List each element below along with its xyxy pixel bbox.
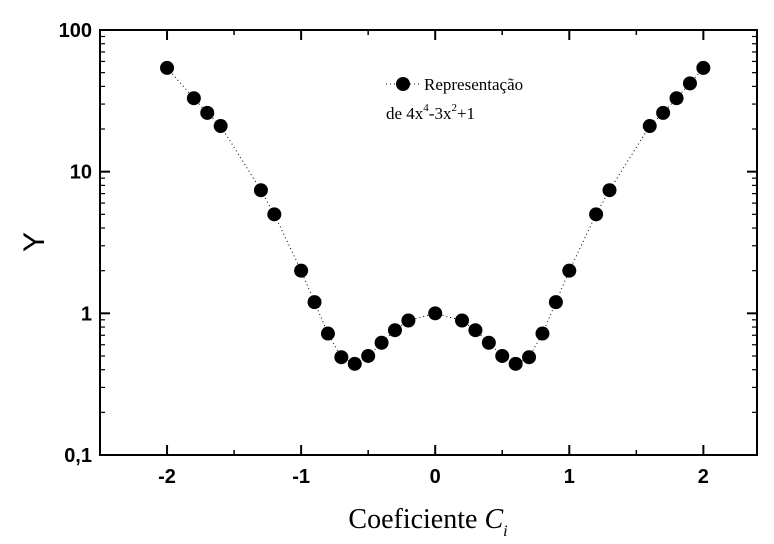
data-point	[455, 313, 470, 328]
data-point	[401, 313, 416, 328]
x-tick-label: 0	[430, 466, 441, 488]
x-axis-title-var: C	[484, 504, 503, 535]
x-axis-title-text: Coeficiente	[348, 504, 484, 535]
data-point	[253, 183, 268, 198]
y-tick-label: 100	[59, 20, 92, 42]
data-point	[481, 335, 496, 350]
data-point	[589, 207, 604, 222]
y-tick-label: 0,1	[64, 445, 92, 467]
data-points	[160, 60, 711, 371]
x-tick-label: -2	[158, 466, 176, 488]
data-point	[508, 356, 523, 371]
data-point	[387, 323, 402, 338]
data-point	[468, 323, 483, 338]
legend-marker	[396, 77, 410, 91]
data-point	[294, 263, 309, 278]
data-point	[602, 183, 617, 198]
data-point	[374, 335, 389, 350]
data-point	[495, 348, 510, 363]
x-tick-label: -1	[292, 466, 310, 488]
data-point	[267, 207, 282, 222]
x-axis-ticks: -2 -1 0 1 2	[158, 30, 709, 488]
data-point	[213, 119, 228, 134]
data-point	[361, 348, 376, 363]
data-point	[428, 306, 443, 321]
data-point	[522, 350, 537, 365]
data-point	[548, 295, 563, 310]
plot-frame	[99, 29, 758, 456]
x-axis-title-sub: i	[503, 523, 507, 540]
legend-part-3: +1	[457, 104, 475, 123]
legend: Representação de 4x4-3x2+1	[386, 75, 523, 123]
data-point	[656, 105, 671, 120]
data-point	[669, 91, 684, 106]
data-point	[642, 119, 657, 134]
data-point	[562, 263, 577, 278]
data-point	[347, 356, 362, 371]
y-tick-label: 10	[70, 162, 92, 184]
data-point	[535, 326, 550, 341]
legend-label-line1: Representação	[424, 75, 523, 94]
legend-label-line2: de 4x4-3x2+1	[386, 102, 475, 123]
legend-sup-1: 4	[423, 102, 429, 114]
legend-sup-2: 2	[451, 102, 457, 114]
x-tick-label: 1	[564, 466, 575, 488]
data-point	[334, 350, 349, 365]
series-line	[166, 67, 704, 365]
data-point	[696, 60, 711, 75]
legend-part-1: de 4x	[386, 104, 424, 123]
data-point	[320, 326, 335, 341]
legend-part-2: -3x	[429, 104, 452, 123]
data-point	[160, 60, 175, 75]
data-point	[186, 91, 201, 106]
data-point	[200, 105, 215, 120]
y-axis-ticks: 0,1 1 10 100	[59, 20, 757, 467]
y-tick-label: 1	[81, 303, 92, 325]
x-axis-title: Coeficiente Ci	[348, 504, 507, 540]
data-point	[682, 76, 697, 91]
data-point	[307, 295, 322, 310]
y-axis-title: Y	[18, 232, 51, 252]
x-tick-label: 2	[698, 466, 709, 488]
